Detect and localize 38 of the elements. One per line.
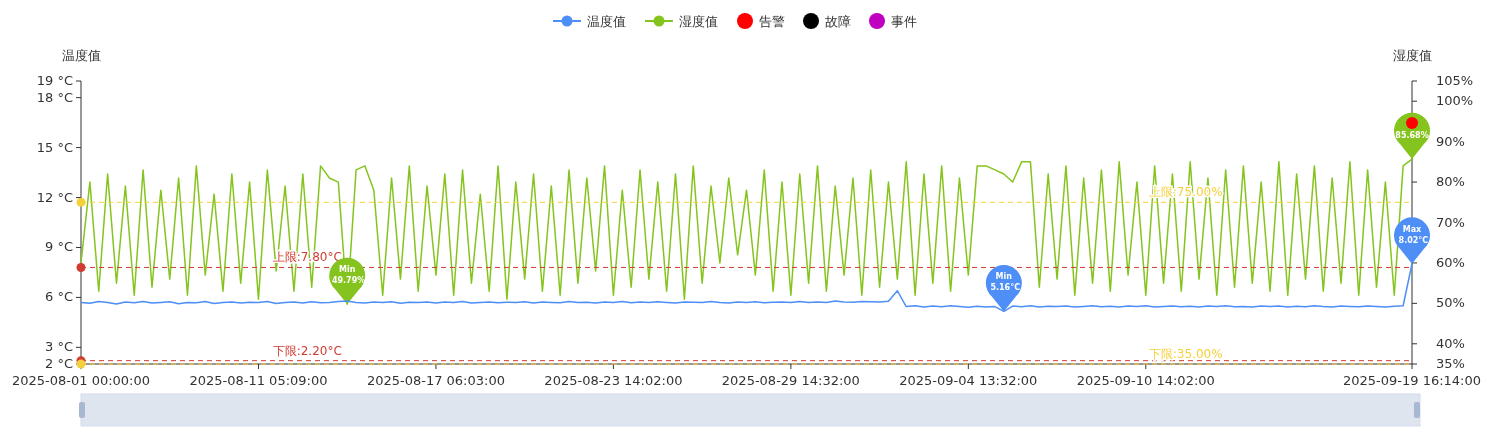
legend-label: 故障: [825, 14, 851, 29]
y-tick-label: 2 °C: [45, 356, 73, 371]
y-tick-label: 3 °C: [45, 339, 73, 355]
ref-line-label: 下限:2.20°C: [272, 343, 342, 358]
y-tick-label: 6 °C: [45, 289, 73, 305]
legend-label: 温度值: [587, 14, 626, 29]
y2-tick-label: 60%: [1436, 254, 1465, 270]
x-tick-label: 2025-08-11 05:09:00: [189, 373, 328, 388]
x-tick-label: 2025-08-17 06:03:00: [366, 373, 505, 388]
x-tick-label: 2025-08-29 14:32:00: [721, 373, 860, 388]
y-axis-title: 温度值: [61, 48, 101, 63]
y2-tick-label: 40%: [1436, 335, 1465, 351]
x-tick-label: 2025-08-23 14:02:00: [544, 373, 683, 388]
y-tick-label: 12 °C: [36, 189, 73, 205]
annotation: Min 49.79%: [329, 265, 366, 286]
y2-axis-title: 湿度值: [1392, 48, 1432, 63]
y-tick-label: 19 °C: [36, 73, 73, 88]
x-tick-label: 2025-09-04 13:32:00: [899, 373, 1038, 388]
y2-tick-label: 50%: [1436, 295, 1465, 311]
legend-label: 告警: [759, 14, 785, 29]
annotation: 85.68%: [1395, 131, 1429, 141]
y-tick-label: 9 °C: [45, 239, 73, 255]
annotation: Max 8.02°C: [1395, 224, 1429, 245]
x-tick-label: 2025-09-10 14:02:00: [1076, 373, 1215, 388]
y2-tick-label: 35%: [1436, 356, 1465, 371]
y2-tick-label: 70%: [1436, 214, 1465, 230]
y2-tick-label: 105%: [1436, 73, 1474, 88]
annotation: Min 5.16°C: [987, 272, 1021, 293]
y2-tick-label: 80%: [1436, 174, 1465, 190]
legend-label: 事件: [891, 14, 917, 29]
y-tick-label: 15 °C: [36, 139, 73, 155]
y-tick-label: 18 °C: [36, 89, 73, 105]
legend-label: 湿度值: [679, 14, 718, 29]
y2-tick-label: 100%: [1436, 93, 1474, 109]
x-tick-label: 2025-08-01 00:00:00: [11, 373, 151, 388]
x-tick-label: 2025-09-19 16:14:00: [1342, 373, 1482, 388]
y2-tick-label: 90%: [1436, 133, 1465, 149]
ref-line-label: 下限:35.00%: [1148, 347, 1223, 361]
